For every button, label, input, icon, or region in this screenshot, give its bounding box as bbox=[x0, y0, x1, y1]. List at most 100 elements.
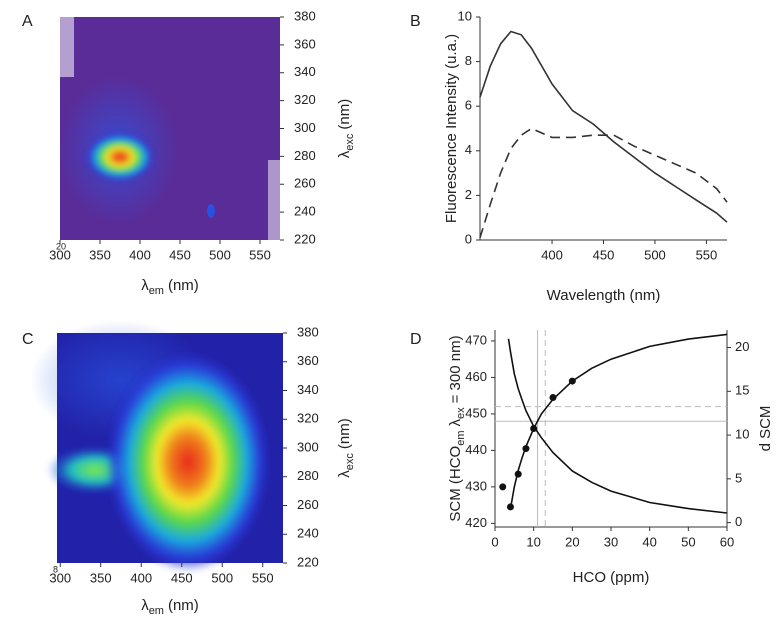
x-axis-label: Wavelength (nm) bbox=[547, 287, 661, 304]
y-tick-label: 300 bbox=[294, 120, 316, 135]
y-tick-label: 260 bbox=[297, 497, 319, 512]
y2-axis-label: d SCM bbox=[757, 406, 774, 452]
x-tick-label: 40 bbox=[642, 534, 656, 549]
x-tick-label: 550 bbox=[696, 247, 718, 262]
y-tick-label: 10 bbox=[458, 8, 472, 23]
y-tick-label: 4 bbox=[465, 142, 472, 157]
panel-label: B bbox=[410, 13, 421, 30]
label-subscript: ex bbox=[455, 407, 467, 419]
y-tick-label: 380 bbox=[294, 8, 316, 23]
y-tick-label: 460 bbox=[465, 369, 487, 384]
y-axis-label: λexc (nm) bbox=[336, 99, 356, 158]
y-tick-label: 2 bbox=[465, 187, 472, 202]
y-tick-label: 0 bbox=[465, 231, 472, 246]
heat-spot bbox=[207, 204, 215, 218]
x-tick-label: 300 bbox=[49, 247, 71, 262]
y-tick-label: 8 bbox=[465, 53, 472, 68]
y-tick-label: 220 bbox=[297, 554, 319, 569]
x-tick-label: 60 bbox=[720, 534, 734, 549]
x-tick-label: 550 bbox=[252, 570, 274, 585]
x-axis-label: HCO (ppm) bbox=[573, 569, 650, 586]
label-part: (nm) bbox=[336, 99, 353, 130]
y-tick-label: 380 bbox=[297, 324, 319, 339]
label-part: λ bbox=[141, 277, 149, 294]
x-tick-label: 50 bbox=[681, 534, 695, 549]
y-tick-label: 360 bbox=[294, 36, 316, 51]
label-part: (nm) bbox=[336, 418, 353, 449]
y-tick-label: 440 bbox=[465, 442, 487, 457]
y-axis-label: SCM (HCOem λex = 300 nm) bbox=[447, 335, 467, 521]
label-part: = 300 nm) bbox=[447, 335, 464, 403]
x-tick-label: 300 bbox=[49, 570, 71, 585]
label-subscript: em bbox=[149, 285, 164, 297]
y-tick-label: 340 bbox=[294, 64, 316, 79]
label-part: λ bbox=[336, 150, 353, 158]
panel-label: C bbox=[22, 331, 34, 348]
corner-label: 8 bbox=[53, 564, 58, 574]
y2-tick-label: 10 bbox=[735, 427, 749, 442]
x-tick-label: 350 bbox=[90, 570, 112, 585]
y-tick-label: 340 bbox=[297, 382, 319, 397]
x-tick-label: 500 bbox=[209, 247, 231, 262]
y-tick-label: 420 bbox=[465, 515, 487, 530]
x-tick-label: 0 bbox=[491, 534, 498, 549]
y-axis-label: Fluorescence Intensity (u.a.) bbox=[443, 34, 460, 223]
label-subscript: em bbox=[149, 605, 164, 617]
label-part: SCM (HCO bbox=[447, 446, 464, 522]
y-tick-label: 280 bbox=[297, 468, 319, 483]
y2-tick-label: 15 bbox=[735, 383, 749, 398]
heat-blob bbox=[86, 133, 154, 181]
y-tick-label: 320 bbox=[297, 411, 319, 426]
y-tick-label: 260 bbox=[294, 176, 316, 191]
y-tick-label: 470 bbox=[465, 332, 487, 347]
y-tick-label: 430 bbox=[465, 478, 487, 493]
y2-tick-label: 5 bbox=[735, 470, 742, 485]
x-tick-label: 550 bbox=[249, 247, 271, 262]
x-tick-label: 350 bbox=[89, 247, 111, 262]
panel-label: A bbox=[22, 13, 33, 30]
label-part: λ bbox=[447, 418, 464, 426]
label-subscript: exc bbox=[344, 133, 356, 151]
heatmap-a bbox=[58, 17, 280, 240]
label-part: λ bbox=[141, 597, 149, 614]
x-tick-label: 400 bbox=[129, 247, 151, 262]
line-series bbox=[509, 333, 728, 509]
label-part: (nm) bbox=[168, 277, 199, 294]
x-axis-label: λem (nm) bbox=[141, 597, 199, 617]
y2-tick-label: 0 bbox=[735, 514, 742, 529]
panel-label: D bbox=[410, 331, 422, 348]
label-part: λ bbox=[336, 470, 353, 478]
point bbox=[499, 483, 507, 491]
label-subscript: exc bbox=[344, 453, 356, 471]
x-tick-label: 20 bbox=[565, 534, 579, 549]
y-tick-label: 450 bbox=[465, 405, 487, 420]
y-tick-label: 280 bbox=[294, 148, 316, 163]
noise-patch bbox=[268, 160, 280, 240]
x-tick-label: 500 bbox=[644, 247, 666, 262]
y-tick-label: 6 bbox=[465, 98, 472, 113]
y-tick-label: 220 bbox=[294, 231, 316, 246]
corner-label: 20 bbox=[56, 241, 66, 251]
y-tick-label: 240 bbox=[297, 526, 319, 541]
x-tick-label: 450 bbox=[593, 247, 615, 262]
label-part: (nm) bbox=[168, 597, 199, 614]
x-tick-label: 450 bbox=[169, 247, 191, 262]
y-tick-label: 320 bbox=[294, 92, 316, 107]
y2-tick-label: 20 bbox=[735, 339, 749, 354]
x-tick-label: 400 bbox=[130, 570, 152, 585]
line-series bbox=[479, 30, 728, 223]
x-axis-label: λem (nm) bbox=[141, 277, 199, 297]
label-subscript: em bbox=[455, 430, 467, 445]
y-tick-label: 360 bbox=[297, 353, 319, 368]
y-tick-label: 240 bbox=[294, 204, 316, 219]
heatmap-c bbox=[30, 320, 283, 572]
y-axis-label: λexc (nm) bbox=[336, 418, 356, 477]
noise-patch bbox=[60, 17, 74, 77]
x-tick-label: 30 bbox=[604, 534, 618, 549]
x-tick-label: 10 bbox=[526, 534, 540, 549]
heat-blob bbox=[106, 352, 270, 572]
x-tick-label: 500 bbox=[211, 570, 233, 585]
y-tick-label: 300 bbox=[297, 439, 319, 454]
